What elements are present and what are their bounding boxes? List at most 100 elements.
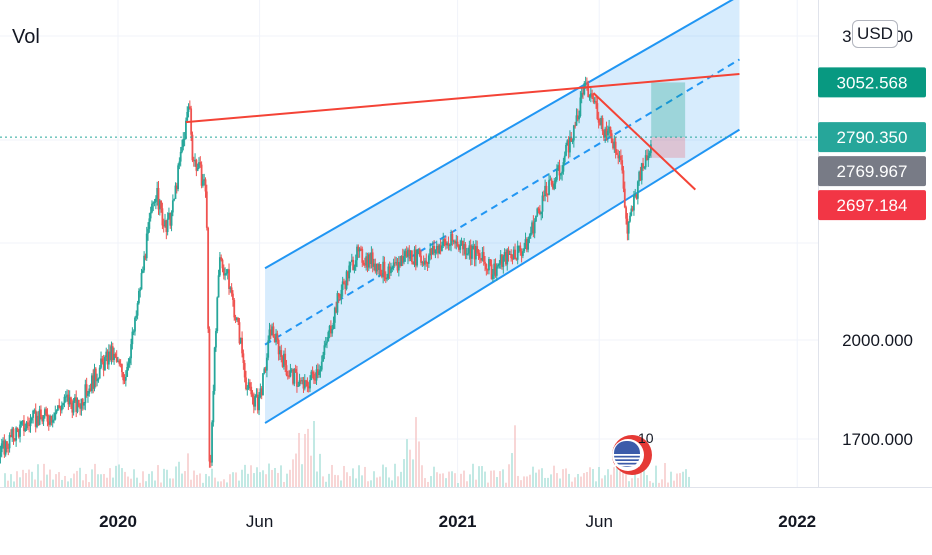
volume-bar xyxy=(214,478,216,487)
volume-bar xyxy=(586,472,588,487)
volume-bar xyxy=(67,481,69,487)
volume-bar xyxy=(532,467,534,487)
volume-bar xyxy=(76,471,78,487)
candle-body xyxy=(496,267,498,276)
volume-bar xyxy=(112,478,114,487)
candle-body xyxy=(489,259,491,264)
candle-body xyxy=(126,367,128,377)
candle-body xyxy=(244,363,246,377)
volume-bar xyxy=(682,472,684,487)
volume-bar xyxy=(679,473,681,487)
volume-bar xyxy=(655,466,657,487)
candle-body xyxy=(444,239,446,241)
candle-body xyxy=(321,362,323,370)
volume-bar xyxy=(100,474,102,487)
volume-bar xyxy=(535,473,537,487)
candle-body xyxy=(562,162,564,171)
volume-bar xyxy=(547,478,549,487)
candle-body xyxy=(96,380,98,381)
candle-body xyxy=(216,297,218,331)
candle-body xyxy=(586,83,588,84)
candle-body xyxy=(150,212,152,218)
candle-body xyxy=(40,409,42,416)
volume-bar xyxy=(58,472,60,487)
volume-bar xyxy=(625,474,627,487)
price-label-text: 2790.350 xyxy=(837,128,908,147)
candle-body xyxy=(172,200,174,212)
volume-bar xyxy=(364,467,366,487)
time-axis-label: 2020 xyxy=(99,512,137,531)
volume-bar xyxy=(454,473,456,487)
volume-bar xyxy=(427,482,429,487)
volume-bar xyxy=(136,478,138,487)
candle-body xyxy=(147,229,149,234)
candle-body xyxy=(522,251,524,256)
candle-body xyxy=(177,165,179,189)
volume-bar xyxy=(565,468,567,487)
volume-bar xyxy=(598,467,600,487)
volume-bar xyxy=(229,474,231,487)
candle-body xyxy=(628,222,630,234)
candle-body xyxy=(508,250,510,255)
candle-body xyxy=(133,331,135,332)
candle-body xyxy=(186,112,188,121)
candle-body xyxy=(83,403,85,405)
volume-bar xyxy=(223,479,225,487)
candle-body xyxy=(620,156,622,160)
candle-body xyxy=(32,411,34,418)
candle-body xyxy=(649,153,651,156)
currency-button[interactable]: USD xyxy=(852,20,898,48)
candle-body xyxy=(343,281,345,283)
candle-body xyxy=(327,332,329,341)
candle-body xyxy=(273,326,275,337)
candle-body xyxy=(589,97,591,98)
volume-bar xyxy=(256,467,258,487)
volume-bar xyxy=(463,471,465,487)
volume-bar xyxy=(361,475,363,487)
candle-body xyxy=(54,413,56,420)
candle-body xyxy=(527,239,529,250)
candle-body xyxy=(546,186,548,194)
price-label-text: 2769.967 xyxy=(837,162,908,181)
candle-body xyxy=(306,381,308,386)
volume-bar xyxy=(559,479,561,487)
volume-bar xyxy=(457,483,459,487)
candle-body xyxy=(45,409,47,414)
candle-body xyxy=(197,168,199,171)
candle-body xyxy=(130,344,132,358)
candle-body xyxy=(610,127,612,134)
candle-body xyxy=(212,391,214,422)
volume-bar xyxy=(94,464,96,487)
candle-body xyxy=(318,371,320,374)
candle-body xyxy=(510,254,512,258)
volume-bar xyxy=(649,481,651,487)
candle-body xyxy=(540,212,542,214)
volume-bar xyxy=(292,459,294,487)
candle-body xyxy=(20,422,22,425)
candle-body xyxy=(155,199,157,202)
volume-bar xyxy=(484,472,486,487)
volume-bar xyxy=(286,474,288,487)
volume-bar xyxy=(193,471,195,487)
volume-bar xyxy=(673,481,675,487)
candle-body xyxy=(61,405,63,410)
candle-body xyxy=(160,200,162,208)
candle-body xyxy=(313,374,315,380)
volume-bar xyxy=(574,477,576,487)
volume-bar xyxy=(208,476,210,487)
candle-body xyxy=(43,415,45,421)
candle-body xyxy=(479,253,481,258)
candle-body xyxy=(178,162,180,166)
volume-bar xyxy=(202,483,204,487)
candle-body xyxy=(220,257,222,259)
price-axis-label: 2000.000 xyxy=(842,331,913,350)
volume-bar xyxy=(592,469,594,487)
candle-body xyxy=(52,420,54,422)
volume-bar xyxy=(34,479,36,487)
candle-body xyxy=(125,377,127,381)
volume-bar xyxy=(103,474,105,487)
volume-bar xyxy=(232,472,234,487)
candle-body xyxy=(62,403,64,405)
